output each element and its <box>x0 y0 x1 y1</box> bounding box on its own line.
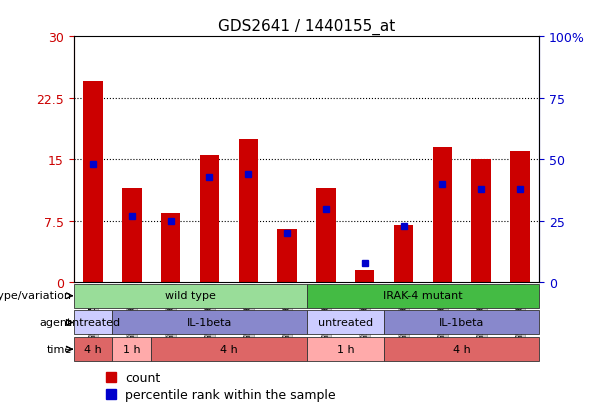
Text: GSM156799: GSM156799 <box>283 285 292 340</box>
Text: IRAK-4 mutant: IRAK-4 mutant <box>383 290 463 301</box>
Bar <box>471 160 491 282</box>
Bar <box>433 148 452 282</box>
Text: GSM156801: GSM156801 <box>360 285 369 340</box>
Bar <box>510 152 530 282</box>
Text: GSM156795: GSM156795 <box>128 285 136 340</box>
Bar <box>278 230 297 282</box>
Text: wild type: wild type <box>165 290 215 301</box>
Bar <box>83 82 103 282</box>
FancyBboxPatch shape <box>112 311 306 335</box>
Text: GSM156805: GSM156805 <box>516 285 525 340</box>
Bar <box>238 140 258 282</box>
Bar <box>355 271 375 282</box>
Text: IL-1beta: IL-1beta <box>187 317 232 327</box>
FancyBboxPatch shape <box>151 337 306 361</box>
Text: GSM156803: GSM156803 <box>438 285 447 340</box>
Text: GSM156797: GSM156797 <box>205 285 214 340</box>
FancyBboxPatch shape <box>74 284 306 308</box>
FancyBboxPatch shape <box>306 337 384 361</box>
Text: GDS2641 / 1440155_at: GDS2641 / 1440155_at <box>218 19 395 35</box>
Text: 4 h: 4 h <box>453 344 471 354</box>
FancyBboxPatch shape <box>306 311 384 335</box>
FancyBboxPatch shape <box>74 311 112 335</box>
Text: GSM155304: GSM155304 <box>88 285 97 340</box>
Text: genotype/variation: genotype/variation <box>0 290 72 301</box>
Bar <box>200 156 219 282</box>
Text: percentile rank within the sample: percentile rank within the sample <box>125 388 335 401</box>
Text: IL-1beta: IL-1beta <box>439 317 484 327</box>
Text: count: count <box>125 371 160 384</box>
Text: GSM156796: GSM156796 <box>166 285 175 340</box>
Bar <box>161 213 180 282</box>
Bar <box>394 225 413 282</box>
FancyBboxPatch shape <box>74 337 112 361</box>
Bar <box>316 189 336 282</box>
Text: GSM156798: GSM156798 <box>244 285 253 340</box>
Text: untreated: untreated <box>66 317 121 327</box>
Text: 4 h: 4 h <box>220 344 238 354</box>
Text: time: time <box>47 344 72 354</box>
Text: 1 h: 1 h <box>337 344 354 354</box>
Text: GSM156802: GSM156802 <box>399 285 408 340</box>
Text: 4 h: 4 h <box>84 344 102 354</box>
FancyBboxPatch shape <box>384 311 539 335</box>
Bar <box>122 189 142 282</box>
FancyBboxPatch shape <box>112 337 151 361</box>
FancyBboxPatch shape <box>384 337 539 361</box>
Text: untreated: untreated <box>318 317 373 327</box>
Text: agent: agent <box>39 317 72 327</box>
Text: 1 h: 1 h <box>123 344 140 354</box>
FancyBboxPatch shape <box>306 284 539 308</box>
Text: GSM156804: GSM156804 <box>477 285 485 340</box>
Text: GSM156800: GSM156800 <box>321 285 330 340</box>
